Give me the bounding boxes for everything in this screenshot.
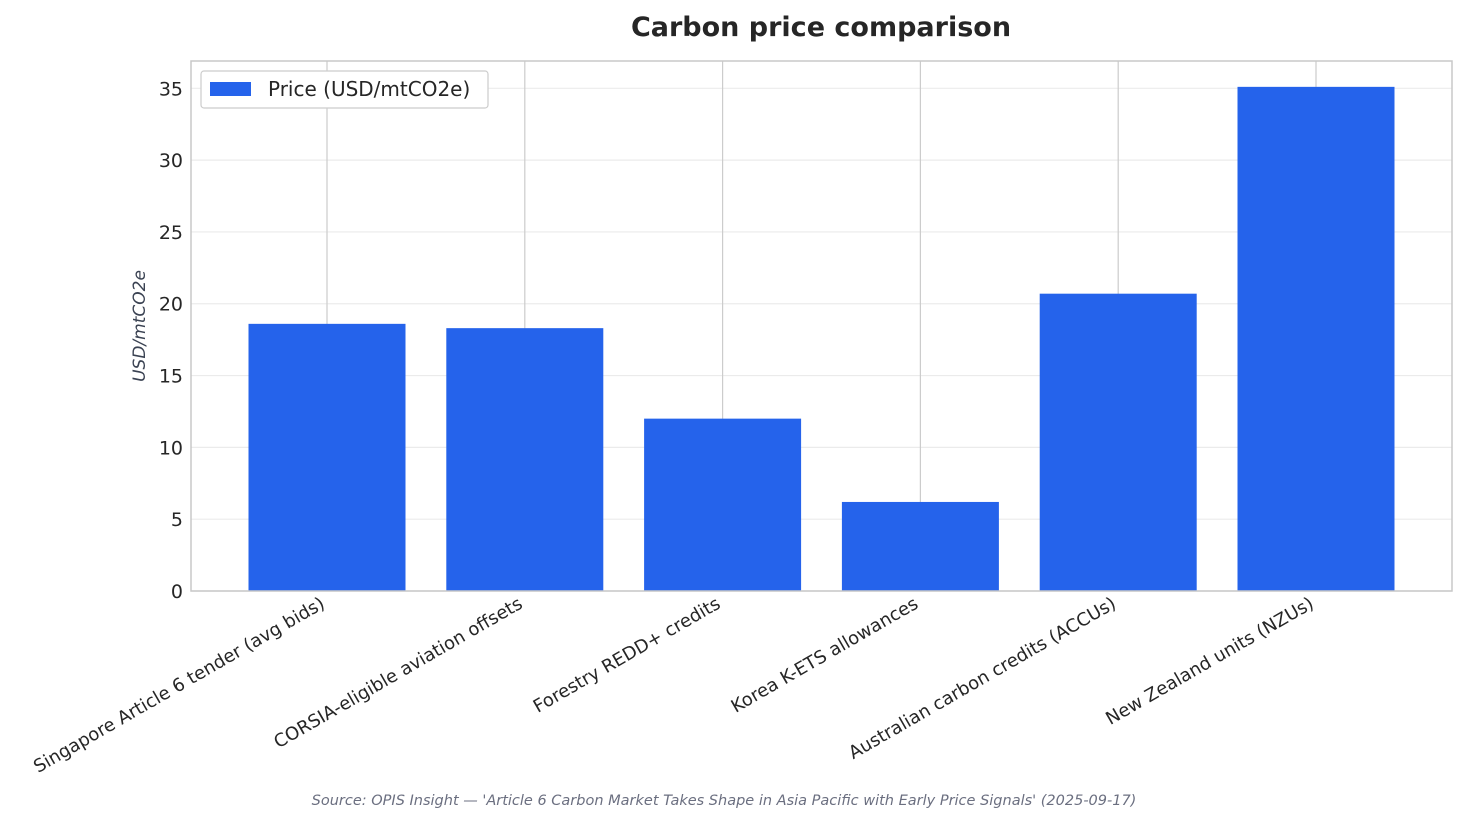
legend-swatch (210, 82, 251, 96)
plot-frame (190, 60, 1453, 592)
y-tick-label: 5 (171, 509, 183, 531)
x-tick-label: Forestry REDD+ credits (530, 593, 724, 717)
y-axis-label: USD/mtCO2e (130, 270, 150, 382)
y-tick-label: 20 (159, 294, 183, 316)
bar (1039, 293, 1197, 591)
bar (446, 328, 604, 591)
x-tick-label: Korea K-ETS allowances (728, 593, 922, 717)
bar (1237, 86, 1395, 591)
bars-layer (248, 86, 1395, 591)
bar (248, 323, 406, 591)
x-tick-label: New Zealand units (NZUs) (1102, 593, 1317, 729)
bar (841, 501, 999, 591)
legend-label: Price (USD/mtCO2e) (268, 77, 470, 101)
legend-box (200, 70, 489, 109)
x-tick-labels: Singapore Article 6 tender (avg bids)COR… (30, 593, 1317, 777)
y-tick-label: 0 (171, 581, 183, 603)
y-tick-label: 15 (159, 366, 183, 388)
y-tick-label: 35 (159, 78, 183, 100)
source-note: Source: OPIS Insight — 'Article 6 Carbon… (312, 793, 1137, 809)
bar (644, 418, 802, 591)
y-tick-labels: 0 5 10 15 20 25 30 35 (159, 78, 183, 603)
chart-title: Carbon price comparison (631, 12, 1011, 43)
y-tick-label: 25 (159, 222, 183, 244)
y-tick-label: 30 (159, 150, 183, 172)
legend: Price (USD/mtCO2e) (200, 70, 489, 109)
y-tick-label: 10 (159, 437, 183, 459)
